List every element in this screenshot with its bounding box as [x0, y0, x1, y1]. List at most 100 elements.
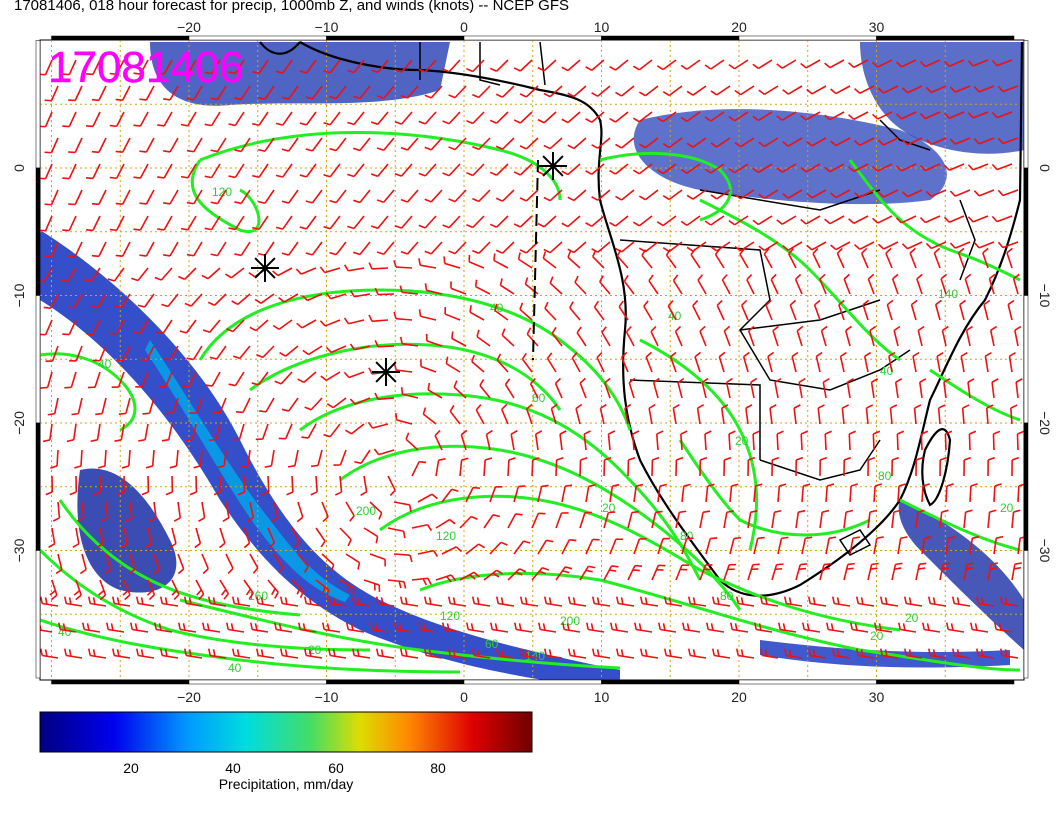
wind-barb — [615, 85, 635, 97]
wind-barb — [812, 247, 821, 269]
wind-barb — [287, 449, 299, 468]
wind-barb — [321, 501, 329, 523]
wind-barb — [813, 299, 821, 321]
wind-barb — [295, 267, 317, 275]
wind-barb — [723, 563, 737, 581]
wind-barb — [783, 648, 803, 659]
wind-barb — [895, 163, 917, 172]
wind-barb — [305, 85, 323, 100]
wind-barb — [795, 456, 804, 477]
wind-barb — [894, 378, 903, 399]
wind-barb — [347, 59, 365, 74]
wind-barb — [752, 215, 773, 226]
wind-barb — [418, 163, 437, 177]
wind-barb — [925, 137, 947, 146]
wind-barb — [936, 351, 944, 373]
wind-barb — [656, 163, 677, 175]
wind-barb — [243, 579, 254, 600]
wind-barb — [501, 328, 515, 347]
wind-barb — [182, 371, 197, 388]
height-contours — [40, 131, 1021, 674]
wind-barb — [177, 622, 197, 633]
wind-barb — [310, 475, 318, 496]
wind-barb — [55, 553, 63, 575]
wind-barb — [258, 137, 275, 153]
wind-barb — [232, 423, 245, 441]
wind-barb — [767, 351, 775, 373]
wind-barb — [843, 273, 851, 295]
wind-barb — [561, 111, 581, 124]
wind-barb — [549, 276, 563, 295]
wind-barb — [101, 501, 109, 522]
wind-barb — [329, 85, 347, 100]
wind-barb — [798, 377, 806, 399]
wind-barb — [687, 648, 707, 659]
wind-barb — [655, 430, 664, 451]
wind-barb — [817, 404, 825, 425]
wind-barb — [1017, 536, 1024, 555]
wind-barb — [915, 456, 924, 477]
wind-barb — [85, 215, 101, 232]
precip-north-band — [150, 42, 450, 106]
wind-barb — [343, 371, 365, 379]
wind-barb — [960, 351, 968, 373]
wind-barb — [777, 536, 789, 555]
wind-barb — [466, 215, 485, 229]
wind-barb — [186, 241, 203, 257]
wind-barb — [824, 215, 845, 225]
wind-barb — [609, 215, 629, 227]
wind-barb — [44, 85, 59, 102]
wind-barb — [107, 267, 125, 282]
wind-barb — [863, 351, 872, 373]
wind-barb — [393, 553, 413, 563]
wind-barb — [507, 457, 516, 477]
wind-barb — [513, 622, 533, 633]
wind-barb — [531, 457, 540, 477]
wind-barb — [483, 457, 493, 477]
wind-barb — [256, 345, 275, 359]
wind-barb — [825, 536, 837, 555]
wind-barb — [72, 527, 80, 549]
wind-barb — [674, 325, 683, 347]
wind-barb — [687, 596, 707, 607]
wind-barb — [347, 111, 365, 126]
wind-barb — [399, 596, 419, 607]
map-title: 17081406, 018 hour forecast for precip, … — [14, 0, 569, 14]
contour-africa-3 — [699, 198, 901, 362]
wind-barb — [63, 648, 83, 659]
wind-barb — [925, 85, 947, 94]
wind-barb — [448, 85, 467, 99]
wind-barb — [747, 563, 760, 581]
wind-barb — [680, 215, 701, 226]
wind-barb — [846, 378, 854, 399]
wind-barb — [400, 137, 419, 151]
wind-barb — [201, 267, 221, 280]
wind-barb — [420, 359, 437, 373]
wind-barb — [85, 111, 101, 128]
wind-barb — [632, 215, 653, 227]
wind-barb — [370, 59, 389, 74]
wind-barb — [632, 163, 653, 175]
wind-barb — [985, 404, 994, 425]
wind-barb — [704, 111, 725, 122]
wind-barb — [975, 596, 995, 607]
wind-barb — [725, 377, 733, 399]
wind-barb — [281, 137, 299, 152]
wind-barb — [327, 648, 347, 659]
wind-barb — [274, 371, 293, 385]
wind-barb — [895, 59, 917, 68]
wind-barb — [662, 85, 683, 97]
wind-barb — [495, 137, 515, 150]
wind-barb — [879, 648, 899, 659]
madagascar — [921, 428, 952, 507]
axis-bar-bottom — [463, 679, 602, 685]
wind-barb — [210, 241, 227, 257]
wind-barb — [752, 430, 760, 451]
wind-barb — [180, 59, 197, 75]
wind-barb — [163, 137, 179, 153]
wind-barb — [368, 314, 389, 323]
wind-barb — [615, 648, 635, 659]
wind-barb — [40, 319, 53, 336]
wind-barb — [442, 59, 461, 73]
wind-barb — [234, 85, 251, 101]
